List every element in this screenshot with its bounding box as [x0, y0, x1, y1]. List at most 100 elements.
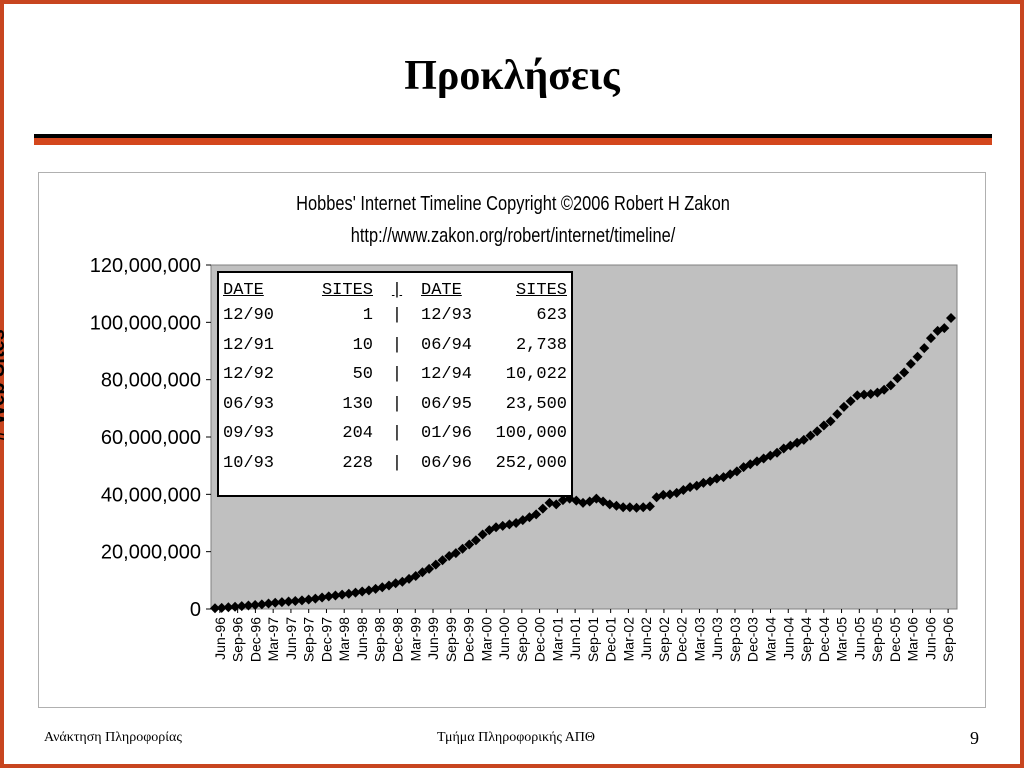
slide-title: Προκλήσεις — [404, 53, 620, 99]
footer-center: Τμήμα Πληροφορικής ΑΠΘ — [436, 730, 596, 745]
data-point — [557, 495, 568, 506]
x-tick-label: Sep-02 — [656, 617, 672, 662]
data-point — [216, 602, 227, 613]
x-tick-label: Mar-99 — [407, 617, 423, 662]
data-point — [939, 323, 950, 334]
page-number: 9 — [970, 728, 979, 748]
data-point — [812, 426, 823, 437]
table-cell: 10,022 — [505, 365, 567, 385]
table-cell: 130 — [342, 394, 373, 414]
table-cell: 06/95 — [421, 394, 473, 414]
y-tick-label: 120,000,000 — [90, 255, 201, 277]
chart-frame: 0 20,000,000 40,000,000 60,000,000 80,000,00… — [0, 172, 986, 708]
chart-subtitle: http://www.zakon.org/robert/internet/tim… — [350, 225, 676, 247]
y-tick-label: 40,000,000 — [101, 484, 201, 506]
data-point — [825, 416, 836, 427]
data-point — [859, 389, 870, 400]
data-point — [644, 501, 655, 512]
x-tick-label: Jun-04 — [780, 617, 796, 660]
data-point — [343, 588, 354, 599]
table-row: 09/93 204 | 01/96 100,000 — [223, 419, 567, 449]
data-point — [551, 499, 562, 510]
title-rule-red — [34, 138, 992, 145]
data-point — [243, 600, 254, 611]
x-tick-label: Sep-06 — [940, 617, 956, 662]
data-point — [658, 489, 669, 500]
table-cell: 100,000 — [495, 424, 567, 444]
data-point — [618, 502, 629, 513]
data-point — [865, 389, 876, 399]
title-rule — [34, 134, 992, 146]
table-cell: 50 — [352, 365, 373, 385]
table-cell: | — [391, 365, 403, 385]
x-tick-label: Jun-06 — [922, 617, 938, 660]
table-header-cell: SITES — [321, 280, 373, 300]
table-cell: 1 — [362, 306, 373, 326]
x-tick-label: Mar-98 — [336, 617, 352, 662]
y-tick-label: 20,000,000 — [101, 542, 201, 564]
data-point — [470, 535, 481, 546]
data-point — [631, 502, 642, 513]
data-point — [578, 497, 588, 508]
footer-left: Ανάκτηση Πληροφορίας — [44, 730, 182, 745]
x-tick-label: Sep-01 — [585, 617, 601, 662]
data-point — [323, 591, 334, 602]
x-tick-label: Dec-96 — [247, 617, 263, 662]
data-point — [838, 401, 849, 412]
x-tick-label: Dec-98 — [390, 617, 406, 662]
x-tick-label: Sep-96 — [230, 617, 246, 662]
x-tick-label: Dec-05 — [887, 617, 903, 662]
data-point — [296, 595, 307, 606]
table-row: 12/92 50 | 12/94 10,022 — [223, 360, 567, 390]
data-point — [624, 502, 635, 513]
table-cell: | — [391, 335, 403, 355]
table-cell: 12/91 — [223, 335, 275, 355]
data-point — [925, 333, 936, 344]
data-point — [638, 502, 649, 513]
x-tick-label: Jun-97 — [283, 617, 299, 660]
data-point — [905, 358, 916, 369]
table-cell: 623 — [536, 306, 567, 326]
data-point — [430, 559, 441, 570]
data-point — [517, 515, 528, 526]
data-point — [424, 563, 435, 574]
data-point — [363, 585, 374, 596]
data-point — [450, 548, 461, 559]
data-point — [350, 587, 361, 598]
x-tick-label: Jun-96 — [212, 617, 228, 660]
data-table: DATE SITES | DATE SITES 12/90 1 | 12/93 623 12/91 1… — [217, 271, 573, 497]
data-point — [317, 592, 328, 603]
data-point — [357, 586, 368, 597]
table-header-row: DATE SITES | DATE SITES — [223, 279, 567, 301]
table-cell: 10/93 — [223, 453, 275, 473]
y-axis-label: # Web Sites — [0, 329, 9, 441]
data-point — [919, 343, 930, 354]
table-cell: 228 — [342, 453, 373, 473]
table-cell: 10 — [352, 335, 373, 355]
x-tick-label: Jun-05 — [851, 617, 867, 660]
table-row: 12/90 1 | 12/93 623 — [223, 301, 567, 331]
data-point — [537, 503, 548, 514]
data-point — [457, 543, 468, 554]
data-point — [236, 601, 247, 612]
data-point — [946, 313, 956, 324]
x-tick-label: Jun-03 — [709, 617, 725, 660]
data-point — [544, 497, 555, 508]
data-point — [685, 482, 696, 493]
data-point — [256, 599, 267, 610]
x-tick-label: Mar-04 — [763, 617, 779, 662]
table-cell: 12/92 — [223, 365, 275, 385]
data-point — [818, 420, 829, 431]
x-tick-label: Sep-04 — [798, 617, 814, 662]
x-tick-label: Sep-98 — [372, 617, 388, 662]
table-cell: 06/96 — [421, 453, 473, 473]
table-cell: 252,000 — [495, 453, 567, 473]
data-point — [511, 518, 522, 528]
x-tick-label: Sep-00 — [514, 617, 530, 662]
table-cell: | — [391, 394, 403, 414]
x-tick-label: Mar-01 — [549, 617, 565, 662]
data-point — [772, 447, 783, 458]
data-point — [330, 590, 341, 601]
table-cell: 12/90 — [223, 306, 275, 326]
